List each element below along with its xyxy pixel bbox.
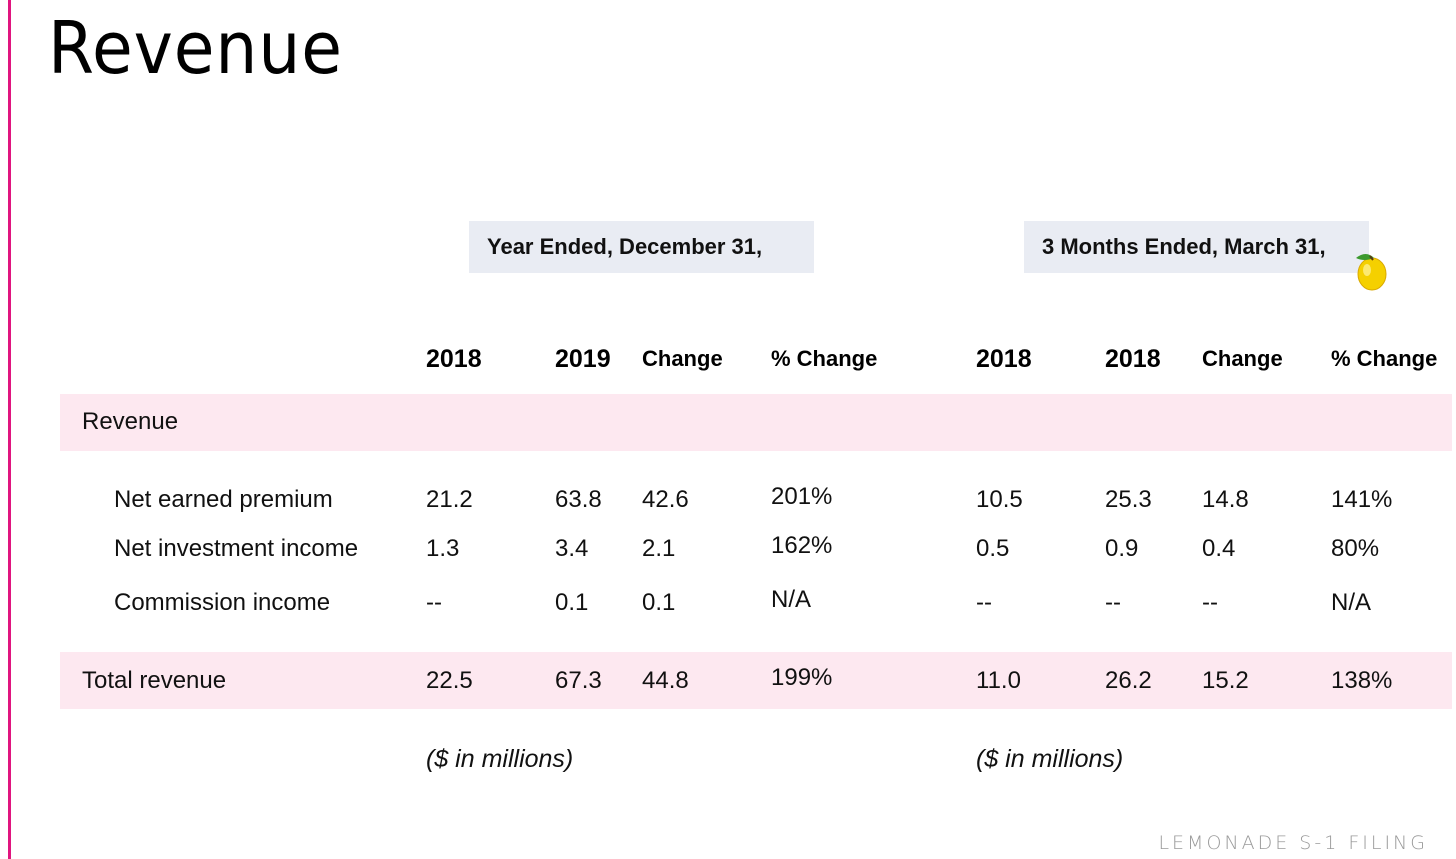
table-cell: 42.6 <box>642 486 689 513</box>
total-cell: 26.2 <box>1105 667 1152 694</box>
group-header-year: Year Ended, December 31, <box>469 221 814 273</box>
row-label: Net earned premium <box>114 486 333 513</box>
units-note-quarter: ($ in millions) <box>976 745 1124 773</box>
lemon-icon <box>1356 254 1387 291</box>
row-label: Commission income <box>114 589 331 616</box>
col-head-quarter-change: Change <box>1202 346 1283 371</box>
table-cell: 14.8 <box>1202 486 1249 513</box>
table-cell: 63.8 <box>555 486 602 513</box>
table-cell: 141% <box>1331 486 1393 513</box>
table-cell: -- <box>1105 589 1121 616</box>
total-cell: 22.5 <box>426 667 473 694</box>
total-label: Total revenue <box>82 667 227 694</box>
table-cell: N/A <box>1331 589 1372 616</box>
table-cell: 0.4 <box>1202 535 1236 562</box>
table-cell: 2.1 <box>642 535 676 562</box>
footer-label: LEMONADE S-1 FILING <box>1158 832 1428 854</box>
page-title: Revenue <box>48 6 343 90</box>
section-band <box>60 394 1452 451</box>
table-cell: 80% <box>1331 535 1380 562</box>
col-head-quarter-2018b: 2018 <box>1105 345 1161 373</box>
table-cell: -- <box>1202 589 1218 616</box>
col-head-quarter-2018a: 2018 <box>976 345 1032 373</box>
col-head-year-2019: 2019 <box>555 345 611 373</box>
table-cell: 0.1 <box>555 589 589 616</box>
units-note-year: ($ in millions) <box>426 745 574 773</box>
col-head-year-pct-change: % Change <box>771 346 878 371</box>
table-cell: 0.5 <box>976 535 1010 562</box>
total-cell: 67.3 <box>555 667 602 694</box>
total-band <box>60 652 1452 709</box>
table-cell: -- <box>976 589 992 616</box>
col-head-year-2018: 2018 <box>426 345 482 373</box>
table-cell: 25.3 <box>1105 486 1152 513</box>
total-cell: 44.8 <box>642 667 689 694</box>
row-label: Net investment income <box>114 535 359 562</box>
section-label: Revenue <box>82 408 179 435</box>
col-head-year-change: Change <box>642 346 723 371</box>
table-cell: 0.1 <box>642 589 676 616</box>
col-head-quarter-pct-change: % Change <box>1331 346 1438 371</box>
table-cell: 21.2 <box>426 486 473 513</box>
total-cell: 138% <box>1331 667 1393 694</box>
accent-rule <box>8 0 11 859</box>
table-cell: N/A <box>771 586 812 613</box>
table-cell: 201% <box>771 483 833 510</box>
group-header-quarter: 3 Months Ended, March 31, <box>1024 221 1369 273</box>
table-cell: 162% <box>771 532 833 559</box>
table-cell: 3.4 <box>555 535 589 562</box>
total-cell: 11.0 <box>976 667 1021 694</box>
table-cell: 1.3 <box>426 535 460 562</box>
total-cell: 199% <box>771 664 833 691</box>
table-cell: -- <box>426 589 442 616</box>
table-cell: 0.9 <box>1105 535 1139 562</box>
table-cell: 10.5 <box>976 486 1023 513</box>
total-cell: 15.2 <box>1202 667 1249 694</box>
